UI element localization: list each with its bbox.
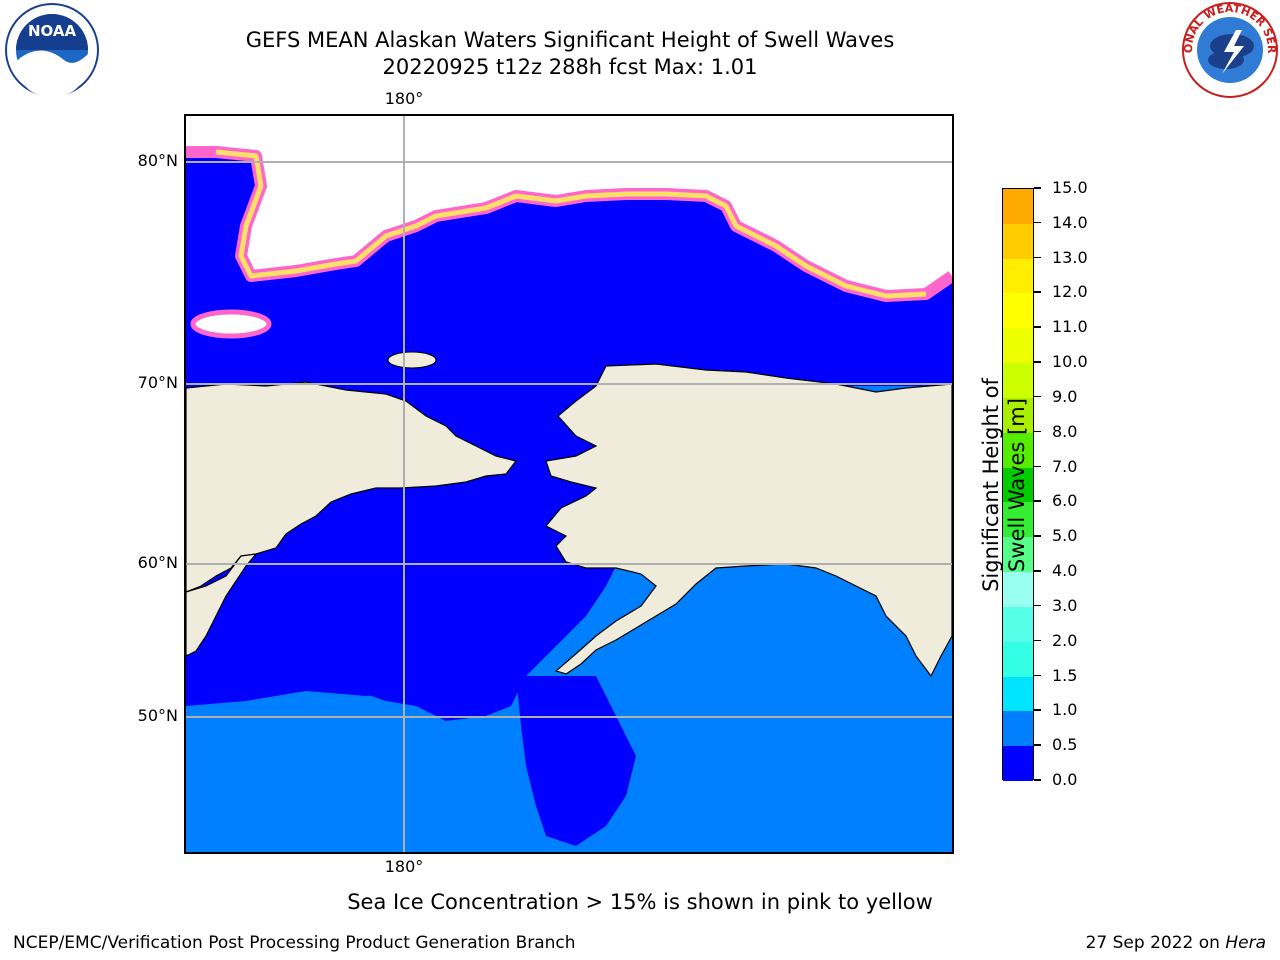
ocean-low-area <box>186 146 952 721</box>
lon-label-top: 180° <box>384 89 424 108</box>
lon-label-bottom: 180° <box>384 857 424 876</box>
colorbar-tick-label: 12.0 <box>1052 282 1088 302</box>
colorbar-tick-mark <box>1034 430 1041 433</box>
colorbar-tick-mark <box>1034 535 1041 537</box>
colorbar-tick-mark <box>1034 361 1041 363</box>
colorbar-tick-mark <box>1034 639 1041 642</box>
colorbar-band <box>1003 606 1033 642</box>
colorbar-tick-label: 15.0 <box>1052 178 1088 197</box>
colorbar-tick-label: 5.0 <box>1052 526 1078 546</box>
colorbar-band <box>1003 293 1033 329</box>
colorbar-tick-label: 4.0 <box>1052 561 1078 581</box>
lat-label-80: 80°N <box>137 151 178 170</box>
colorbar-band <box>1003 467 1033 503</box>
colorbar-tick-label: 1.5 <box>1052 665 1078 685</box>
colorbar-band <box>1003 363 1033 398</box>
colorbar-tick-mark <box>1034 604 1041 607</box>
sea-ice-edge-core <box>215 149 927 299</box>
colorbar-band <box>1003 676 1033 712</box>
chart-subtitle: 20220925 t12z 288h fcst Max: 1.01 <box>382 55 758 79</box>
colorbar-tick-mark <box>1034 291 1041 293</box>
colorbar-tick-label: 2.0 <box>1052 630 1078 650</box>
colorbar-tick-mark <box>1034 709 1041 711</box>
colorbar-tick-label: 0.5 <box>1052 735 1078 755</box>
colorbar-tick-mark <box>1034 221 1041 224</box>
colorbar-tick-mark <box>1034 744 1041 746</box>
colorbar-band <box>1003 641 1033 677</box>
colorbar-tick-mark <box>1034 500 1041 502</box>
map-panel <box>184 114 956 854</box>
colorbar <box>1002 188 1034 781</box>
lat-label-60: 60°N <box>137 553 178 572</box>
lat-label-50: 50°N <box>137 706 178 725</box>
nws-logo: NATIONAL WEATHER SERVICE <box>1175 0 1280 100</box>
colorbar-band <box>1003 432 1033 468</box>
colorbar-label: Significant Height of Swell Waves [m] <box>979 378 1029 592</box>
colorbar-band <box>1003 711 1033 747</box>
land-alaska <box>545 363 953 678</box>
colorbar-tick-label: 0.0 <box>1052 770 1078 789</box>
colorbar-tick-label: 10.0 <box>1052 352 1088 372</box>
colorbar-tick-mark <box>1034 570 1041 572</box>
footer-right: 27 Sep 2022 on Hera <box>1086 933 1266 953</box>
colorbar-band <box>1003 189 1033 224</box>
colorbar-tick-label: 13.0 <box>1052 247 1088 267</box>
colorbar-tick-mark <box>1034 395 1041 398</box>
land-kamchatka <box>185 553 258 657</box>
map-svg <box>185 116 956 852</box>
colorbar-band <box>1003 223 1033 259</box>
ice-note: Sea Ice Concentration > 15% is shown in … <box>347 890 933 914</box>
footer-date: 27 Sep 2022 on <box>1085 933 1226 953</box>
footer-machine: Hera <box>1225 933 1266 953</box>
colorbar-tick-label: 9.0 <box>1052 386 1078 406</box>
colorbar-band <box>1003 328 1033 364</box>
colorbar-tick-label: 6.0 <box>1052 491 1078 511</box>
colorbar-tick-mark <box>1034 674 1041 677</box>
colorbar-tick-label: 8.0 <box>1052 421 1078 441</box>
lat-label-70: 70°N <box>137 373 178 392</box>
colorbar-band <box>1003 746 1033 781</box>
colorbar-band <box>1003 572 1033 607</box>
colorbar-band <box>1003 397 1033 433</box>
svg-text:NOAA: NOAA <box>28 22 77 40</box>
colorbar-tick-label: 3.0 <box>1052 595 1078 615</box>
ocean-low-west <box>186 546 426 706</box>
noaa-logo: NOAA <box>2 2 102 98</box>
colorbar-band <box>1003 502 1033 538</box>
colorbar-band <box>1003 537 1033 573</box>
colorbar-tick-label: 14.0 <box>1052 212 1088 232</box>
colorbar-tick-label: 1.0 <box>1052 700 1078 720</box>
colorbar-band <box>1003 258 1033 294</box>
colorbar-tick-mark <box>1034 779 1041 781</box>
chart-title: GEFS MEAN Alaskan Waters Significant Hei… <box>245 28 895 52</box>
colorbar-tick-mark <box>1034 256 1041 259</box>
colorbar-tick-mark <box>1034 465 1041 468</box>
colorbar-tick-label: 7.0 <box>1052 456 1078 476</box>
colorbar-tick-mark <box>1034 187 1041 189</box>
ocean-low-tongue <box>516 676 636 846</box>
footer-left: NCEP/EMC/Verification Post Processing Pr… <box>13 933 576 953</box>
colorbar-tick-mark <box>1034 326 1041 328</box>
wrangel-island <box>387 351 437 369</box>
colorbar-tick-label: 11.0 <box>1052 317 1088 337</box>
sea-ice-patch <box>190 309 272 339</box>
